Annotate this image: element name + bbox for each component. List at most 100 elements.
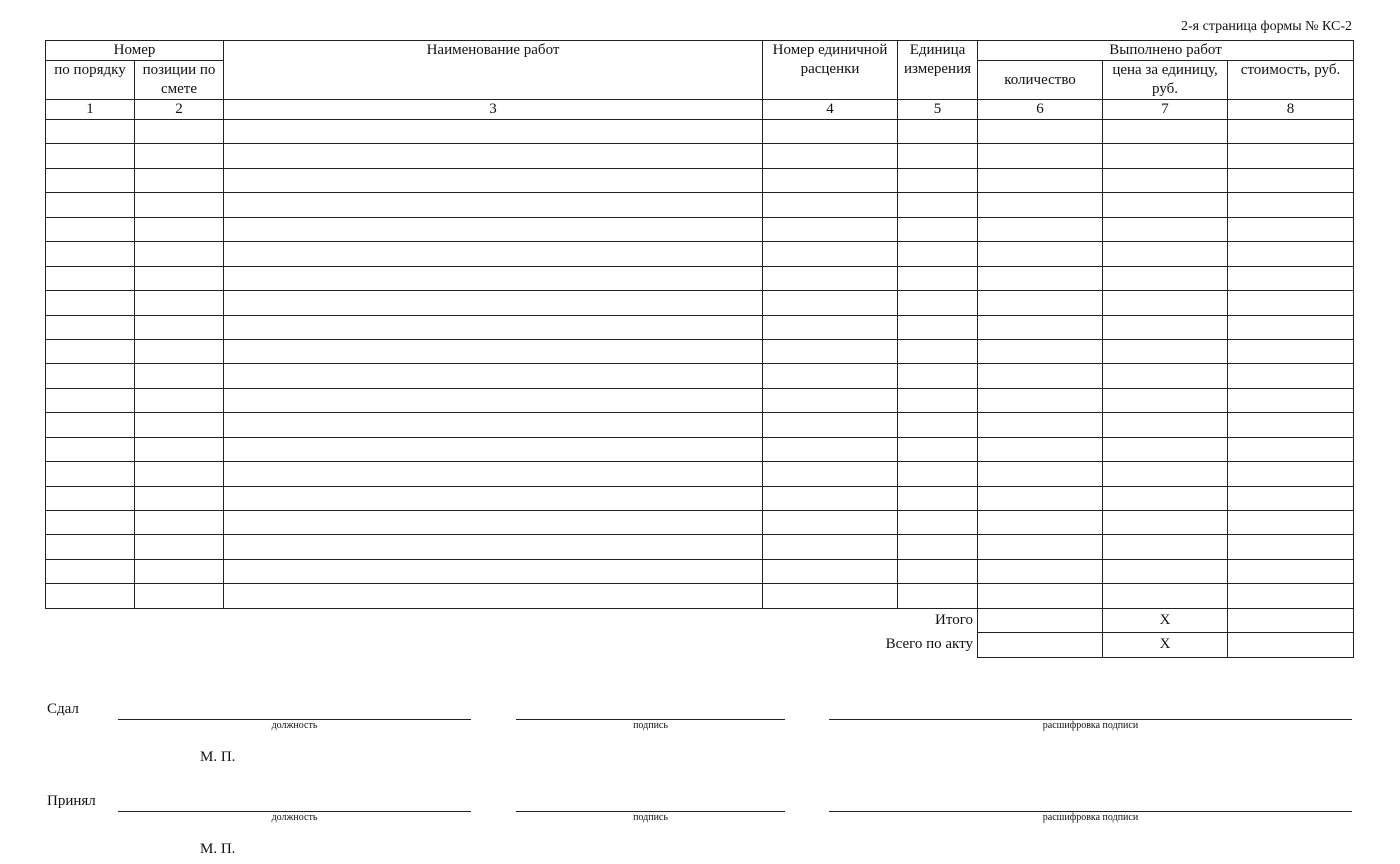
table-cell[interactable] xyxy=(977,118,1104,145)
table-cell[interactable] xyxy=(1102,143,1229,169)
table-cell[interactable] xyxy=(897,436,979,463)
table-cell[interactable] xyxy=(1227,436,1355,463)
table-cell[interactable] xyxy=(897,363,979,389)
table-cell[interactable] xyxy=(45,167,135,194)
table-cell[interactable] xyxy=(1102,558,1229,585)
table-cell[interactable] xyxy=(897,509,979,536)
totals-quantity[interactable] xyxy=(977,607,1104,634)
table-cell[interactable] xyxy=(977,583,1104,609)
table-cell[interactable] xyxy=(45,216,135,243)
table-cell[interactable] xyxy=(133,509,225,536)
table-cell[interactable] xyxy=(45,436,135,463)
table-cell[interactable] xyxy=(1102,167,1229,194)
totals-quantity[interactable] xyxy=(977,632,1104,658)
table-cell[interactable] xyxy=(45,534,135,560)
table-cell[interactable] xyxy=(1227,143,1355,169)
table-cell[interactable] xyxy=(133,290,225,316)
table-cell[interactable] xyxy=(897,216,979,243)
table-cell[interactable] xyxy=(977,461,1104,487)
table-cell[interactable] xyxy=(762,534,899,560)
table-cell[interactable] xyxy=(762,265,899,292)
table-cell[interactable] xyxy=(762,290,899,316)
table-cell[interactable] xyxy=(133,192,225,218)
table-cell[interactable] xyxy=(1227,265,1355,292)
table-cell[interactable] xyxy=(977,265,1104,292)
table-cell[interactable] xyxy=(977,314,1104,340)
table-cell[interactable] xyxy=(45,583,135,609)
table-cell[interactable] xyxy=(897,118,979,145)
table-cell[interactable] xyxy=(762,118,899,145)
table-cell[interactable] xyxy=(133,143,225,169)
table-cell[interactable] xyxy=(223,461,764,487)
table-cell[interactable] xyxy=(133,436,225,463)
table-cell[interactable] xyxy=(1102,534,1229,560)
table-cell[interactable] xyxy=(1102,192,1229,218)
table-cell[interactable] xyxy=(762,363,899,389)
table-cell[interactable] xyxy=(897,192,979,218)
table-cell[interactable] xyxy=(977,436,1104,463)
table-cell[interactable] xyxy=(45,509,135,536)
table-cell[interactable] xyxy=(133,583,225,609)
table-cell[interactable] xyxy=(133,534,225,560)
table-cell[interactable] xyxy=(1227,509,1355,536)
table-cell[interactable] xyxy=(977,192,1104,218)
table-cell[interactable] xyxy=(1227,192,1355,218)
table-cell[interactable] xyxy=(762,558,899,585)
table-cell[interactable] xyxy=(1102,241,1229,267)
table-cell[interactable] xyxy=(223,534,764,560)
table-cell[interactable] xyxy=(223,216,764,243)
table-cell[interactable] xyxy=(223,412,764,438)
table-cell[interactable] xyxy=(1227,387,1355,414)
table-cell[interactable] xyxy=(1227,167,1355,194)
table-cell[interactable] xyxy=(897,241,979,267)
table-cell[interactable] xyxy=(977,290,1104,316)
table-cell[interactable] xyxy=(1102,338,1229,365)
table-cell[interactable] xyxy=(977,509,1104,536)
table-cell[interactable] xyxy=(1227,534,1355,560)
table-cell[interactable] xyxy=(897,314,979,340)
table-cell[interactable] xyxy=(133,387,225,414)
table-cell[interactable] xyxy=(223,241,764,267)
table-cell[interactable] xyxy=(223,363,764,389)
table-cell[interactable] xyxy=(977,534,1104,560)
table-cell[interactable] xyxy=(762,412,899,438)
table-cell[interactable] xyxy=(223,387,764,414)
table-cell[interactable] xyxy=(897,583,979,609)
totals-cost[interactable] xyxy=(1227,607,1355,634)
table-cell[interactable] xyxy=(1227,338,1355,365)
position-line[interactable] xyxy=(118,811,471,812)
table-cell[interactable] xyxy=(223,118,764,145)
table-cell[interactable] xyxy=(1102,461,1229,487)
table-cell[interactable] xyxy=(977,143,1104,169)
table-cell[interactable] xyxy=(45,412,135,438)
table-cell[interactable] xyxy=(133,118,225,145)
table-cell[interactable] xyxy=(897,290,979,316)
table-cell[interactable] xyxy=(977,558,1104,585)
table-cell[interactable] xyxy=(223,290,764,316)
table-cell[interactable] xyxy=(223,436,764,463)
table-cell[interactable] xyxy=(45,363,135,389)
table-cell[interactable] xyxy=(762,387,899,414)
table-cell[interactable] xyxy=(223,338,764,365)
table-cell[interactable] xyxy=(133,485,225,512)
table-cell[interactable] xyxy=(762,314,899,340)
table-cell[interactable] xyxy=(762,583,899,609)
table-cell[interactable] xyxy=(223,192,764,218)
table-cell[interactable] xyxy=(223,143,764,169)
table-cell[interactable] xyxy=(45,265,135,292)
table-cell[interactable] xyxy=(1227,583,1355,609)
table-cell[interactable] xyxy=(762,143,899,169)
table-cell[interactable] xyxy=(45,290,135,316)
table-cell[interactable] xyxy=(762,167,899,194)
table-cell[interactable] xyxy=(133,338,225,365)
table-cell[interactable] xyxy=(1227,558,1355,585)
table-cell[interactable] xyxy=(762,436,899,463)
table-cell[interactable] xyxy=(223,314,764,340)
table-cell[interactable] xyxy=(762,461,899,487)
table-cell[interactable] xyxy=(1227,485,1355,512)
table-cell[interactable] xyxy=(45,558,135,585)
table-cell[interactable] xyxy=(977,216,1104,243)
signature-line[interactable] xyxy=(516,719,785,720)
table-cell[interactable] xyxy=(223,509,764,536)
table-cell[interactable] xyxy=(45,241,135,267)
